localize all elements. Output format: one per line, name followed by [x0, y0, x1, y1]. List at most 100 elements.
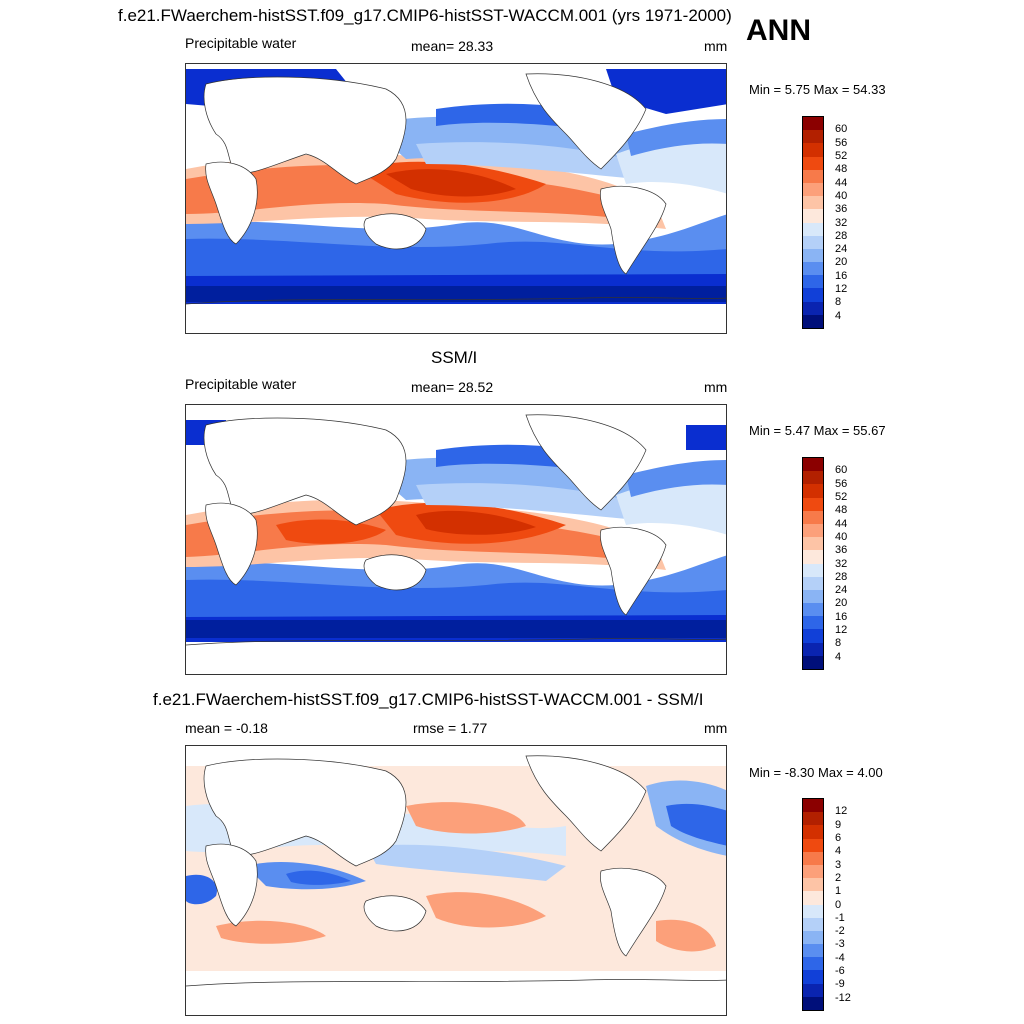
colorbar-swatch [803, 196, 823, 210]
colorbar-tick-label: -1 [835, 911, 845, 924]
colorbar-swatch [803, 996, 823, 1010]
colorbar-swatch [803, 642, 823, 656]
colorbar-tick-label: 12 [835, 283, 848, 296]
colorbar-tick-label: 2 [835, 871, 842, 884]
colorbar-tick-label: 0 [835, 898, 842, 911]
panel2-units-label: mm [704, 379, 728, 395]
colorbar-swatch [803, 156, 823, 170]
colorbar-swatch [803, 655, 823, 669]
colorbar-swatch [803, 288, 823, 302]
colorbar-tick-label: 3 [835, 858, 842, 871]
panel1-mean-label: mean= 28.33 [411, 38, 494, 54]
colorbar-swatch [803, 314, 823, 328]
colorbar-swatch [803, 878, 823, 892]
colorbar-tick-label: 36 [835, 203, 848, 216]
panel3-map [185, 745, 727, 1016]
colorbar-tick-label: -12 [835, 991, 851, 1004]
panel1-title: f.e21.FWaerchem-histSST.f09_g17.CMIP6-hi… [118, 6, 732, 25]
colorbar-swatch [803, 891, 823, 905]
colorbar-tick-label: 12 [835, 805, 848, 818]
colorbar-swatch [803, 603, 823, 617]
colorbar-swatch [803, 825, 823, 839]
panel3-rmse-label: rmse = 1.77 [413, 720, 488, 736]
panel3-minmax-label: Min = -8.30 Max = 4.00 [749, 765, 883, 780]
panel1-units-label: mm [704, 38, 728, 54]
colorbar-swatch [803, 563, 823, 577]
colorbar-tick-label: 4 [835, 650, 842, 663]
colorbar-swatch [803, 458, 823, 472]
colorbar-tick-label: 4 [835, 309, 842, 322]
colorbar-tick-label: 60 [835, 123, 848, 136]
colorbar-tick-label: 52 [835, 149, 848, 162]
colorbar-swatch [803, 248, 823, 263]
colorbar-swatch [803, 812, 823, 826]
colorbar-tick-label: -4 [835, 951, 845, 964]
panel2-mean-label: mean= 28.52 [411, 379, 494, 395]
colorbar-tick-label: 4 [835, 845, 842, 858]
colorbar-tick-label: 32 [835, 557, 848, 570]
colorbar-tick-label: -2 [835, 925, 845, 938]
panel1-variable-label: Precipitable water [185, 35, 297, 51]
colorbar-tick-label: 9 [835, 818, 842, 831]
colorbar-swatch [803, 838, 823, 852]
colorbar-swatch [803, 970, 823, 984]
colorbar-swatch [803, 497, 823, 511]
panel3-title: f.e21.FWaerchem-histSST.f09_g17.CMIP6-hi… [153, 690, 704, 709]
colorbar-tick-label: 16 [835, 610, 848, 623]
colorbar-swatch [803, 301, 823, 315]
colorbar-tick-label: 40 [835, 189, 848, 202]
colorbar-swatch [803, 904, 823, 918]
panel2-title: SSM/I [431, 348, 478, 367]
colorbar-swatch [803, 235, 823, 249]
colorbar-swatch [803, 851, 823, 865]
colorbar-swatch [803, 917, 823, 931]
colorbar-swatch [803, 209, 823, 223]
panel3-colorbar [802, 798, 824, 1011]
colorbar-swatch [803, 484, 823, 498]
colorbar-swatch [803, 117, 823, 131]
colorbar-tick-label: 56 [835, 477, 848, 490]
colorbar-tick-label: 12 [835, 624, 848, 637]
panel2-colorbar [802, 457, 824, 670]
colorbar-swatch [803, 130, 823, 144]
colorbar-tick-label: 1 [835, 885, 842, 898]
colorbar-swatch [803, 275, 823, 289]
colorbar-tick-label: 6 [835, 831, 842, 844]
colorbar-tick-label: 60 [835, 464, 848, 477]
colorbar-swatch [803, 629, 823, 643]
panel1-map [185, 63, 727, 334]
colorbar-swatch [803, 799, 823, 813]
colorbar-swatch [803, 944, 823, 958]
colorbar-tick-label: 52 [835, 490, 848, 503]
colorbar-swatch [803, 957, 823, 971]
colorbar-swatch [803, 169, 823, 183]
colorbar-swatch [803, 471, 823, 485]
colorbar-tick-label: -3 [835, 938, 845, 951]
colorbar-swatch [803, 930, 823, 945]
colorbar-tick-label: 24 [835, 243, 848, 256]
colorbar-tick-label: 28 [835, 229, 848, 242]
panel3-mean-label: mean = -0.18 [185, 720, 268, 736]
colorbar-swatch [803, 864, 823, 879]
colorbar-tick-label: 36 [835, 544, 848, 557]
colorbar-tick-label: 44 [835, 517, 848, 530]
panel2-map [185, 404, 727, 675]
panel3-units-label: mm [704, 720, 728, 736]
colorbar-tick-label: 24 [835, 584, 848, 597]
colorbar-tick-label: 8 [835, 296, 842, 309]
colorbar-tick-label: -6 [835, 965, 845, 978]
colorbar-tick-label: 8 [835, 637, 842, 650]
colorbar-tick-label: 40 [835, 530, 848, 543]
colorbar-tick-label: 48 [835, 163, 848, 176]
colorbar-swatch [803, 589, 823, 604]
colorbar-tick-label: 32 [835, 216, 848, 229]
colorbar-swatch [803, 182, 823, 197]
colorbar-tick-label: 20 [835, 597, 848, 610]
colorbar-tick-label: -9 [835, 978, 845, 991]
colorbar-swatch [803, 143, 823, 157]
panel2-minmax-label: Min = 5.47 Max = 55.67 [749, 423, 886, 438]
colorbar-tick-label: 16 [835, 269, 848, 282]
colorbar-tick-label: 44 [835, 176, 848, 189]
colorbar-swatch [803, 222, 823, 236]
colorbar-swatch [803, 983, 823, 997]
